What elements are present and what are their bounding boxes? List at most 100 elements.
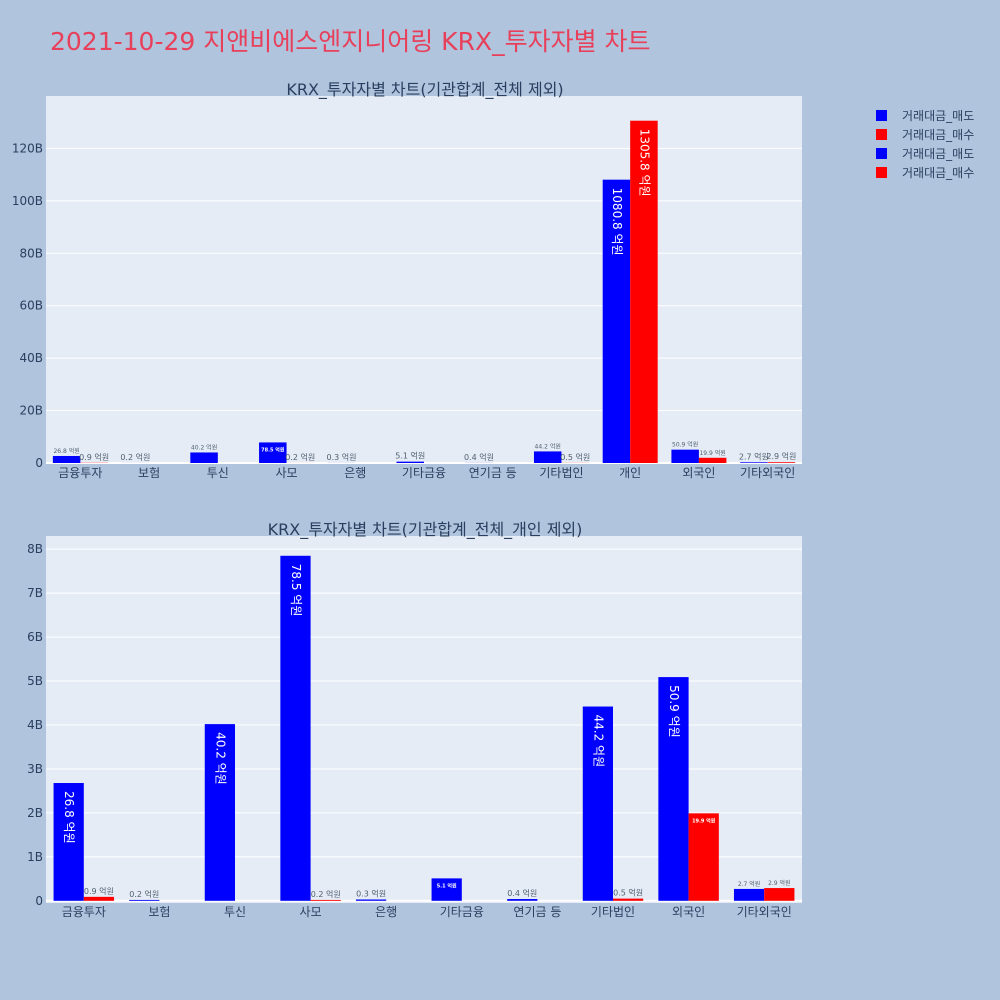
x-tick-label: 기타금융: [402, 466, 446, 480]
data-label: 78.5 억원: [289, 564, 303, 617]
bar-sell: [280, 555, 311, 901]
data-label: 0.3 억원: [356, 888, 386, 898]
bar-sell: [431, 878, 462, 901]
bar-sell: [259, 442, 287, 463]
x-tick-label: 보험: [138, 466, 160, 480]
bar-buy: [630, 120, 658, 464]
legend-item[interactable]: 거래대금_매수: [876, 126, 974, 143]
data-label: 0.9 억원: [79, 452, 109, 462]
y-tick-label: 60B: [19, 299, 43, 313]
x-tick-label: 외국인: [682, 466, 715, 480]
data-label: 44.2 억원: [591, 715, 605, 768]
x-tick-label: 금융투자: [62, 905, 106, 919]
chart-title: KRX_투자자별 차트(기관합계_전체_개인 제외): [268, 520, 583, 540]
data-label: 1305.8 억원: [637, 129, 651, 197]
legend-swatch: [876, 148, 887, 159]
y-tick-label: 7B: [27, 586, 43, 600]
y-tick-label: 8B: [27, 542, 43, 556]
bar-buy: [767, 462, 796, 463]
y-tick-label: 4B: [27, 718, 43, 732]
bar-sell: [533, 451, 562, 463]
x-tick-label: 은행: [375, 904, 397, 919]
data-label: 2.7 억원: [738, 880, 761, 888]
data-label: 0.2 억원: [311, 889, 341, 899]
x-tick-label: 기타법인: [539, 466, 583, 480]
x-tick-label: 투신: [207, 466, 229, 480]
legend-item[interactable]: 거래대금_매수: [876, 164, 974, 181]
bar-sell: [190, 452, 218, 463]
bar-sell: [733, 888, 765, 901]
data-label: 44.2 억원: [535, 442, 561, 450]
y-tick-label: 0: [35, 894, 43, 908]
bar-sell: [658, 677, 689, 901]
data-label: 5.1 억원: [437, 882, 457, 889]
y-tick-label: 120B: [12, 141, 43, 155]
legend-label: 거래대금_매도: [902, 109, 975, 123]
x-tick-label: 사모: [275, 466, 297, 480]
chart-title: KRX_투자자별 차트(기관합계_전체 제외): [286, 80, 563, 100]
data-label: 0.9 억원: [84, 886, 114, 896]
bar-buy: [83, 896, 115, 901]
bar-buy: [698, 457, 727, 463]
legend-label: 거래대금_매수: [902, 166, 975, 180]
bar-buy: [613, 898, 644, 901]
x-tick-label: 금융투자: [58, 466, 102, 480]
x-tick-label: 보험: [148, 905, 170, 919]
data-label: 5.1 억원: [395, 451, 425, 461]
data-label: 0.2 억원: [285, 452, 315, 462]
legend-swatch: [876, 129, 887, 140]
x-tick-label: 연기금 등: [513, 905, 561, 919]
y-tick-label: 20B: [19, 404, 43, 418]
data-label: 40.2 억원: [213, 732, 227, 785]
bar-buy: [688, 813, 719, 901]
legend-swatch: [876, 167, 887, 178]
x-tick-label: 기타금융: [440, 905, 484, 919]
bar-sell: [355, 899, 387, 901]
x-tick-label: 기타외국인: [740, 466, 795, 480]
y-tick-label: 1B: [27, 850, 43, 864]
bar-sell: [740, 462, 768, 463]
page-title: 2021-10-29 지앤비에스엔지니어링 KRX_투자자별 차트: [50, 27, 651, 56]
y-tick-label: 0: [35, 456, 43, 470]
y-tick-label: 3B: [27, 762, 43, 776]
x-tick-label: 사모: [300, 905, 322, 919]
y-tick-label: 40B: [19, 351, 43, 365]
data-label: 0.3 억원: [327, 452, 357, 462]
bar-sell: [53, 783, 84, 901]
data-label: 19.9 억원: [699, 449, 725, 457]
data-label: 2.9 억원: [766, 451, 796, 461]
legend-item[interactable]: 거래대금_매도: [876, 145, 974, 162]
data-label: 0.2 억원: [120, 452, 150, 462]
data-label: 0.2 억원: [129, 889, 159, 899]
bar-sell: [396, 461, 424, 463]
data-label: 78.5 억원: [261, 446, 285, 453]
y-tick-label: 80B: [19, 246, 43, 260]
data-label: 0.4 억원: [464, 452, 494, 462]
data-label: 19.9 억원: [692, 817, 716, 824]
data-label: 26.8 억원: [62, 791, 76, 844]
bar-sell: [582, 706, 613, 901]
data-label: 1080.8 억원: [610, 188, 624, 256]
bar-sell: [507, 899, 538, 901]
data-label: 50.9 억원: [667, 685, 681, 738]
data-label: 2.9 억원: [768, 879, 791, 887]
bar-buy: [310, 899, 341, 901]
bar-sell: [602, 179, 631, 463]
x-tick-label: 기타외국인: [737, 905, 792, 919]
x-tick-label: 투신: [224, 905, 246, 919]
x-tick-label: 개인: [619, 466, 641, 480]
data-label: 0.5 억원: [613, 888, 643, 898]
bar-buy: [764, 888, 795, 901]
data-label: 26.8 억원: [53, 447, 79, 455]
bar-sell: [52, 455, 81, 463]
legend-label: 거래대금_매도: [902, 147, 975, 161]
y-tick-label: 5B: [27, 674, 43, 688]
plot-area: [46, 96, 802, 463]
x-tick-label: 연기금 등: [469, 466, 517, 480]
data-label: 50.9 억원: [672, 441, 698, 449]
bar-sell: [129, 899, 160, 901]
legend-label: 거래대금_매수: [902, 128, 975, 142]
bar-sell: [204, 724, 235, 901]
y-tick-label: 6B: [27, 630, 43, 644]
legend-item[interactable]: 거래대금_매도: [876, 107, 974, 124]
